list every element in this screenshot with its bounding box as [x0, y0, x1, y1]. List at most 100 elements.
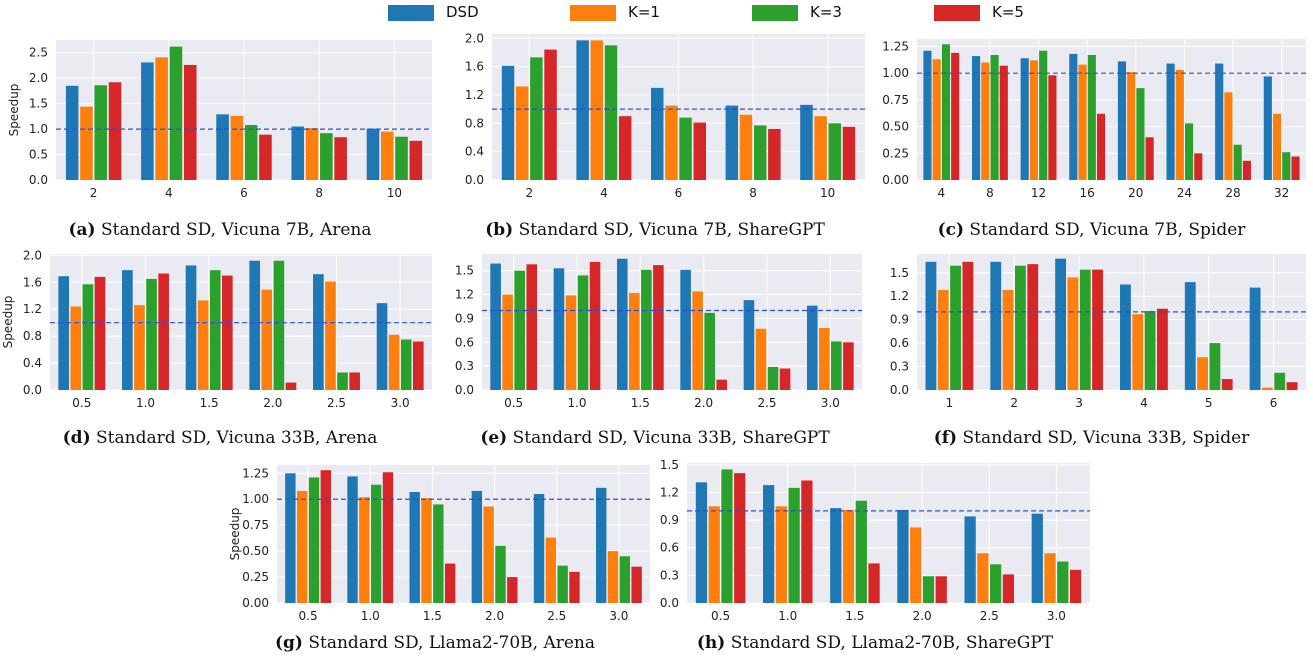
bar-k5 [1027, 264, 1039, 390]
bar-k1 [359, 497, 370, 603]
bar-k3 [1136, 88, 1145, 180]
caption-c-text: Standard SD, Vicuna 7B, Spider [969, 220, 1246, 240]
y-tick-label: 0.0 [890, 383, 909, 397]
bar-k1 [708, 506, 720, 603]
y-tick-label: 0.8 [465, 116, 484, 130]
caption-h-letter: (h) [696, 633, 726, 653]
x-tick-label: 10 [820, 186, 835, 200]
legend-swatch [752, 5, 798, 21]
bar-k3 [641, 269, 652, 390]
bar-k1 [819, 327, 830, 390]
bar-k5 [716, 379, 728, 390]
bar-k5 [1145, 137, 1154, 180]
x-tick-label: 3 [1075, 396, 1083, 410]
x-tick-label: 2.5 [980, 609, 999, 623]
y-tick-label: 1.2 [455, 288, 474, 302]
y-tick-label: 1.2 [23, 302, 42, 316]
caption-d-letter: (d) [62, 428, 91, 448]
bar-k1 [665, 105, 678, 180]
caption-g-letter: (g) [274, 633, 303, 653]
x-tick-label: 0.5 [72, 396, 91, 410]
bar-k5 [1092, 269, 1103, 390]
bar-k1 [565, 295, 577, 390]
y-tick-label: 0.25 [242, 570, 269, 584]
x-tick-label: 3.0 [821, 396, 840, 410]
caption-e: (e) Standard SD, Vicuna 33B, ShareGPT [440, 428, 870, 448]
bar-k5 [1002, 574, 1015, 603]
bar-k5 [653, 265, 664, 390]
y-tick-label: 0.0 [29, 173, 48, 187]
y-tick-label: 1.6 [465, 60, 484, 74]
bar-k1 [932, 59, 941, 180]
chart-panel-g: 0.00 0.25 0.50 0.75 1.00 1.25 0.5 1.0 1.5 2.0 2.5 3… [215, 455, 655, 665]
bar-dsd [533, 494, 545, 603]
x-tick-label: 1 [946, 396, 954, 410]
bar-k3 [320, 133, 333, 180]
x-tick-label: 28 [1225, 186, 1240, 200]
legend: DSD K=1 K=3 K=5 [0, 0, 1313, 28]
bar-k1 [134, 305, 145, 390]
caption-a: (a) Standard SD, Vicuna 7B, Arena [0, 220, 440, 240]
legend-label: DSD [446, 3, 479, 21]
x-tick-label: 1.5 [845, 609, 864, 623]
y-tick-label: 0.50 [882, 120, 909, 134]
bar-k1 [977, 553, 989, 603]
bar-k1 [1029, 60, 1039, 181]
caption-c-letter: (c) [937, 220, 965, 240]
caption-b-letter: (b) [485, 220, 514, 240]
bar-k3 [557, 565, 568, 603]
caption-d: (d) Standard SD, Vicuna 33B, Arena [0, 428, 440, 448]
x-tick-label: 1.0 [778, 609, 797, 623]
bar-k3 [530, 57, 543, 180]
bar-k1 [1132, 314, 1144, 390]
chart-panel-c: 0.00 0.25 0.50 0.75 1.00 1.25 4 8 12 16 20 24 28 32 (… [870, 30, 1313, 250]
chart-panel-f: 0.0 0.3 0.6 0.9 1.2 1.5 1 2 3 4 5 6 (f) Standard SD… [870, 245, 1313, 460]
bar-dsd [185, 265, 197, 390]
bar-k1 [739, 114, 753, 180]
bar-k3 [577, 275, 589, 390]
bar-k5 [693, 122, 706, 180]
bar-k1 [1044, 553, 1056, 603]
chart-a-svg: 0.0 0.5 1.0 1.5 2.0 2.5 2 4 6 8 10 Speedup [7, 40, 432, 200]
bar-k3 [1184, 123, 1194, 180]
y-tick-label: 0.3 [660, 568, 679, 582]
bar-k1 [981, 62, 990, 180]
bar-k1 [1078, 64, 1087, 180]
legend-label: K=3 [810, 3, 842, 21]
bar-k1 [197, 300, 209, 390]
y-tick-label: 1.0 [29, 122, 48, 136]
x-tick-label: 5 [1205, 396, 1213, 410]
chart-panel-b: 0.0 0.4 0.8 1.2 1.6 2.0 2 4 6 8 10 (b) Standard SD… [440, 30, 870, 250]
y-tick-label: 0.00 [242, 596, 269, 610]
bar-k3 [679, 117, 692, 180]
y-tick-label: 1.5 [660, 458, 679, 472]
y-tick-label: 0.50 [242, 544, 269, 558]
x-tick-label: 20 [1128, 186, 1143, 200]
x-tick-label: 1.5 [423, 609, 442, 623]
bar-k3 [370, 484, 382, 603]
bar-k5 [631, 566, 642, 603]
bar-k5 [951, 52, 960, 180]
y-tick-label: 0.75 [242, 518, 269, 532]
bar-k5 [843, 342, 854, 390]
bar-k3 [273, 260, 285, 390]
y-tick-label: 1.2 [660, 485, 679, 499]
x-tick-label: 3.0 [609, 609, 628, 623]
x-tick-label: 0.5 [299, 609, 318, 623]
bar-k1 [1273, 113, 1282, 180]
y-tick-label: 0.3 [890, 360, 909, 374]
bar-dsd [725, 105, 739, 180]
y-tick-label: 0.6 [660, 541, 679, 555]
x-tick-label: 4 [1140, 396, 1148, 410]
bar-k1 [590, 40, 604, 181]
bar-k3 [337, 372, 348, 390]
bar-k3 [828, 123, 842, 180]
bar-k5 [962, 261, 974, 390]
bar-k5 [349, 372, 360, 390]
y-tick-label: 0.8 [23, 329, 42, 343]
bar-k1 [296, 490, 308, 603]
bar-dsd [553, 268, 565, 390]
bar-dsd [501, 65, 515, 180]
bar-k5 [1156, 308, 1168, 390]
bar-k5 [1221, 379, 1233, 390]
